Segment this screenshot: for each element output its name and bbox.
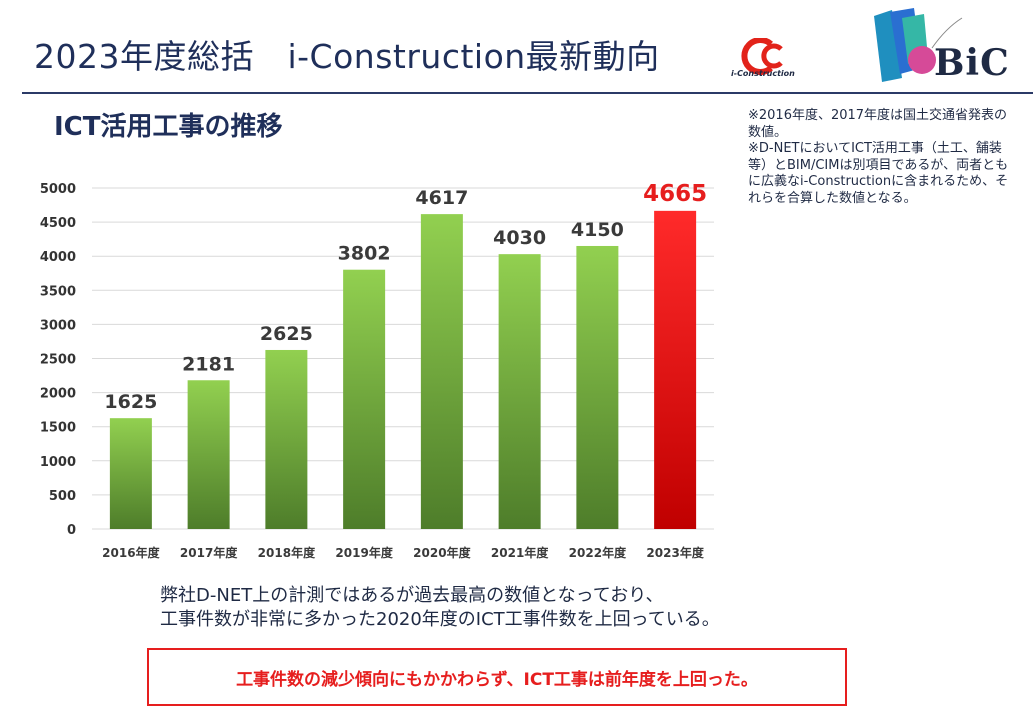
y-tick-label: 4000 xyxy=(40,250,76,265)
data-label: 4030 xyxy=(493,227,546,249)
bar-2023年度 xyxy=(654,210,697,530)
chart-heading: ICT活用工事の推移 xyxy=(54,112,283,142)
y-tick-label: 4500 xyxy=(40,216,76,231)
data-label: 1625 xyxy=(104,391,157,413)
data-label: 3802 xyxy=(338,243,391,265)
data-label: 4665 xyxy=(643,181,707,207)
bic-emblem-icon xyxy=(874,8,963,82)
note-2: ※D-NETにおいてICT活用工事（土工、舗装等）とBIM/CIMは別項目である… xyxy=(748,141,1009,206)
x-tick-label: 2017年度 xyxy=(180,545,238,560)
y-tick-label: 1000 xyxy=(40,455,76,470)
bar-2020年度 xyxy=(420,214,463,529)
y-tick-label: 3500 xyxy=(40,284,76,299)
y-tick-label: 500 xyxy=(49,489,76,504)
y-tick-label: 5000 xyxy=(40,182,76,197)
y-tick-label: 0 xyxy=(67,523,76,538)
data-label: 2181 xyxy=(182,353,235,375)
bar-2022年度 xyxy=(576,245,619,529)
y-tick-label: 2500 xyxy=(40,353,76,368)
bar-2016年度 xyxy=(109,418,152,529)
y-tick-label: 2000 xyxy=(40,387,76,402)
y-tick-label: 3000 xyxy=(40,318,76,333)
slide-title: 2023年度総括 i-Construction最新動向 xyxy=(34,37,660,76)
x-tick-label: 2019年度 xyxy=(335,545,393,560)
bic-logo-text: BiC xyxy=(934,42,1010,84)
summary-text: 弊社D-NET上の計測ではあるが過去最高の数値となっており、 工事件数が非常に多… xyxy=(160,584,720,632)
title-divider xyxy=(22,92,1033,94)
data-label: 2625 xyxy=(260,323,313,345)
bar-chart: 0 500 1000 1500 2000 2500 3000 3500 4000 4500 5000… xyxy=(40,181,714,560)
y-tick-label: 1500 xyxy=(40,421,76,436)
callout-box: 工事件数の減少傾向にもかかわらず、ICT工事は前年度を上回った。 xyxy=(147,648,847,706)
i-construction-logo-text: i-Construction xyxy=(731,69,795,78)
bar-2018年度 xyxy=(265,349,308,529)
x-tick-label: 2021年度 xyxy=(491,545,549,560)
x-tick-label: 2020年度 xyxy=(413,545,471,560)
x-tick-label: 2022年度 xyxy=(569,545,627,560)
x-tick-label: 2018年度 xyxy=(258,545,316,560)
x-tick-label: 2016年度 xyxy=(102,545,160,560)
data-label: 4617 xyxy=(415,187,468,209)
bar-2019年度 xyxy=(343,269,386,529)
bar-2021年度 xyxy=(498,254,541,529)
note-1: ※2016年度、2017年度は国土交通省発表の数値。 xyxy=(748,108,1008,140)
x-tick-label: 2023年度 xyxy=(646,545,704,560)
i-construction-logo-icon xyxy=(741,38,783,75)
data-label: 4150 xyxy=(571,219,624,241)
bar-2017年度 xyxy=(187,380,230,529)
summary-line-1: 弊社D-NET上の計測ではあるが過去最高の数値となっており、 xyxy=(160,585,664,606)
bic-logo xyxy=(872,8,1030,86)
notes: ※2016年度、2017年度は国土交通省発表の数値。 ※D-NETにおいてICT… xyxy=(748,108,1018,208)
summary-line-2: 工事件数が非常に多かった2020年度のICT工事件数を上回っている。 xyxy=(160,609,720,630)
